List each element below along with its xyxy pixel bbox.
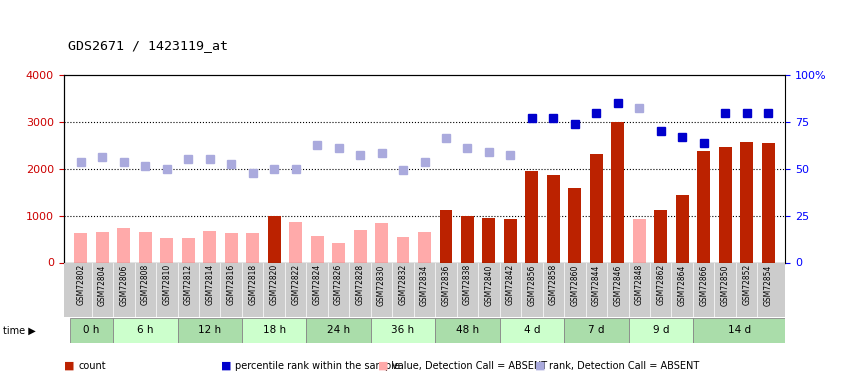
Bar <box>113 318 177 343</box>
Text: GSM72854: GSM72854 <box>763 264 773 306</box>
Text: GSM72828: GSM72828 <box>356 264 364 305</box>
Bar <box>547 175 559 262</box>
Text: GSM72864: GSM72864 <box>678 264 687 306</box>
Bar <box>500 318 564 343</box>
Text: ■: ■ <box>221 361 231 370</box>
Text: GSM72850: GSM72850 <box>721 264 729 306</box>
Text: GSM72808: GSM72808 <box>141 264 149 305</box>
Text: GSM72812: GSM72812 <box>183 264 193 305</box>
Bar <box>177 318 242 343</box>
Text: 7 d: 7 d <box>588 326 604 335</box>
Bar <box>762 143 774 262</box>
Text: 4 d: 4 d <box>524 326 540 335</box>
Bar <box>75 233 87 262</box>
Bar <box>375 223 388 262</box>
Text: 24 h: 24 h <box>327 326 350 335</box>
Text: GDS2671 / 1423119_at: GDS2671 / 1423119_at <box>68 39 228 53</box>
Text: GSM72814: GSM72814 <box>205 264 214 305</box>
Bar <box>719 147 732 262</box>
Bar <box>526 171 538 262</box>
Text: GSM72856: GSM72856 <box>527 264 537 306</box>
Bar <box>117 228 130 262</box>
Bar <box>418 231 431 262</box>
Text: GSM72816: GSM72816 <box>227 264 236 305</box>
Text: GSM72852: GSM72852 <box>742 264 751 305</box>
Text: GSM72840: GSM72840 <box>485 264 493 306</box>
Text: GSM72862: GSM72862 <box>656 264 666 305</box>
Text: value, Detection Call = ABSENT: value, Detection Call = ABSENT <box>392 361 548 370</box>
Bar <box>332 243 345 262</box>
Text: GSM72824: GSM72824 <box>312 264 322 305</box>
Bar <box>440 210 453 262</box>
Text: GSM72842: GSM72842 <box>506 264 514 305</box>
Bar <box>311 236 323 262</box>
Text: GSM72826: GSM72826 <box>335 264 343 305</box>
Text: 0 h: 0 h <box>83 326 100 335</box>
Bar <box>628 318 693 343</box>
Bar <box>676 195 689 262</box>
Bar <box>504 219 517 262</box>
Text: GSM72822: GSM72822 <box>291 264 301 305</box>
Text: GSM72848: GSM72848 <box>635 264 644 305</box>
Text: GSM72834: GSM72834 <box>420 264 429 306</box>
Bar <box>697 151 710 262</box>
Bar <box>70 318 113 343</box>
Text: GSM72818: GSM72818 <box>248 264 257 305</box>
Text: 9 d: 9 d <box>653 326 669 335</box>
Bar <box>139 232 152 262</box>
Bar <box>482 218 495 262</box>
Bar <box>225 232 238 262</box>
Text: GSM72866: GSM72866 <box>700 264 708 306</box>
Bar <box>396 237 409 262</box>
Bar <box>655 210 667 262</box>
Text: GSM72820: GSM72820 <box>270 264 278 305</box>
Bar <box>611 122 624 262</box>
Text: GSM72860: GSM72860 <box>571 264 579 306</box>
Bar <box>267 216 281 262</box>
Bar <box>371 318 436 343</box>
Text: 14 d: 14 d <box>728 326 751 335</box>
Bar <box>693 318 785 343</box>
Bar <box>436 318 500 343</box>
Bar <box>182 238 194 262</box>
Text: percentile rank within the sample: percentile rank within the sample <box>235 361 400 370</box>
Text: 48 h: 48 h <box>456 326 479 335</box>
Text: rank, Detection Call = ABSENT: rank, Detection Call = ABSENT <box>549 361 700 370</box>
Text: 18 h: 18 h <box>262 326 286 335</box>
Text: 36 h: 36 h <box>391 326 414 335</box>
Bar <box>590 154 603 262</box>
Text: time ▶: time ▶ <box>3 326 36 335</box>
Text: GSM72846: GSM72846 <box>613 264 622 306</box>
Bar <box>242 318 306 343</box>
Text: GSM72810: GSM72810 <box>162 264 171 305</box>
Text: GSM72802: GSM72802 <box>76 264 86 305</box>
Bar <box>96 232 109 262</box>
Text: ■: ■ <box>378 361 388 370</box>
Text: count: count <box>78 361 106 370</box>
Text: GSM72804: GSM72804 <box>98 264 107 306</box>
Bar <box>354 230 367 262</box>
Text: 12 h: 12 h <box>198 326 222 335</box>
Bar <box>568 188 582 262</box>
Text: ■: ■ <box>64 361 74 370</box>
Bar <box>246 232 259 262</box>
Bar <box>740 142 753 262</box>
Bar <box>290 222 302 262</box>
Text: GSM72858: GSM72858 <box>548 264 558 305</box>
Bar <box>306 318 371 343</box>
Text: ■: ■ <box>535 361 545 370</box>
Bar <box>461 216 474 262</box>
Text: GSM72836: GSM72836 <box>441 264 451 306</box>
Text: GSM72830: GSM72830 <box>377 264 386 306</box>
Text: GSM72806: GSM72806 <box>120 264 128 306</box>
Text: GSM72832: GSM72832 <box>398 264 408 305</box>
Text: GSM72844: GSM72844 <box>592 264 601 306</box>
Text: GSM72838: GSM72838 <box>463 264 472 305</box>
Bar <box>203 231 216 262</box>
Text: 6 h: 6 h <box>137 326 154 335</box>
Bar <box>564 318 628 343</box>
Bar <box>160 238 173 262</box>
Bar <box>633 219 646 262</box>
